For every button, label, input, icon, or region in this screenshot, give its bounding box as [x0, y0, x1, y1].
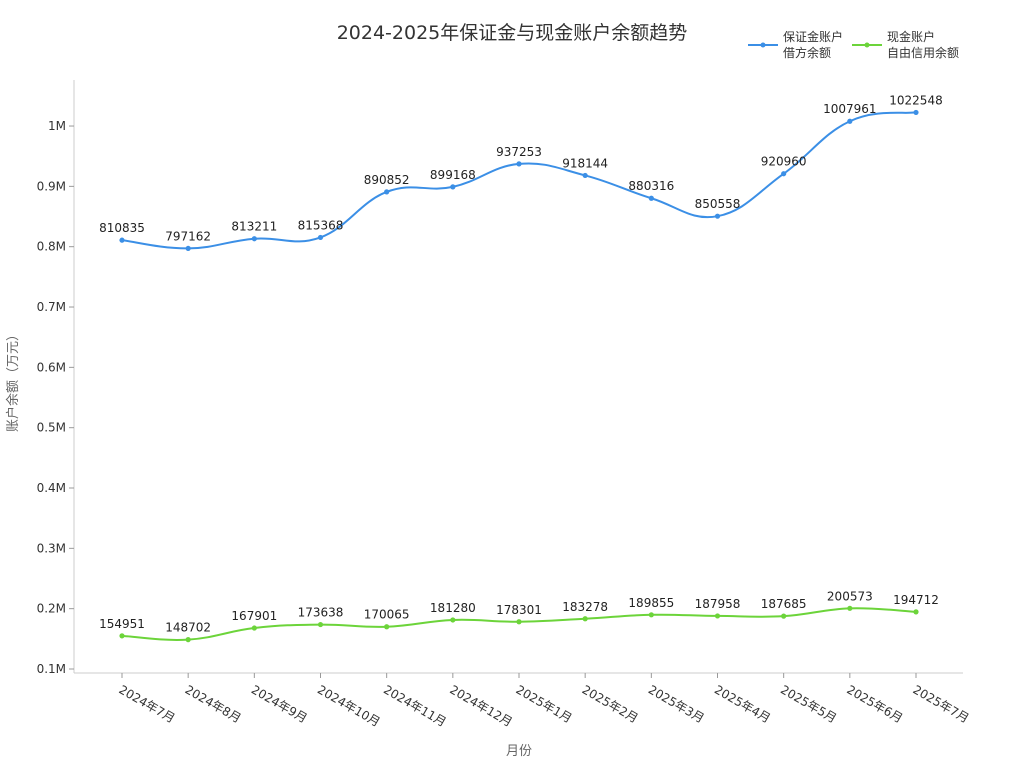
series-1: 154951 148702 167901 173638 170065 181280 1783…	[99, 589, 939, 643]
data-label: 148702	[165, 621, 211, 635]
data-point[interactable]	[450, 617, 456, 623]
data-label: 187958	[695, 597, 741, 611]
data-label: 170065	[364, 608, 410, 622]
data-label: 200573	[827, 589, 873, 603]
y-tick-label: 0.2M	[37, 602, 66, 616]
data-label: 167901	[231, 609, 277, 623]
data-point[interactable]	[119, 633, 125, 639]
data-point[interactable]	[582, 172, 588, 179]
data-label: 1007961	[823, 102, 876, 116]
y-tick-label: 0.3M	[37, 541, 66, 555]
y-axis-label: 账户余额（万元）	[5, 328, 21, 432]
legend-label: 保证金账户	[783, 29, 843, 44]
legend-marker	[864, 42, 870, 48]
y-tick-label: 0.4M	[37, 481, 66, 495]
x-tick-label: 2024年11月	[381, 682, 448, 729]
data-point[interactable]	[648, 612, 654, 618]
data-point[interactable]	[714, 613, 721, 619]
data-point[interactable]	[450, 184, 456, 190]
x-tick-label: 2025年1月	[514, 682, 575, 725]
legend-marker	[760, 42, 766, 48]
data-label: 194712	[893, 593, 939, 607]
x-tick-label: 2024年10月	[315, 682, 382, 729]
data-label: 810835	[99, 221, 145, 235]
data-point[interactable]	[384, 189, 390, 195]
legend-label: 借方余额	[783, 45, 831, 60]
data-label: 920960	[761, 155, 807, 169]
y-tick-label: 1M	[48, 119, 66, 133]
data-label: 813211	[231, 220, 277, 234]
data-point[interactable]	[582, 616, 588, 622]
y-tick-label: 0.9M	[37, 179, 66, 193]
data-point[interactable]	[384, 624, 390, 630]
data-label: 918144	[562, 156, 608, 170]
x-tick-label: 2024年12月	[447, 682, 514, 729]
legend-label: 自由信用余额	[887, 45, 959, 60]
data-label: 154951	[99, 617, 145, 631]
data-label: 1022548	[889, 93, 942, 107]
y-tick-label: 0.7M	[37, 300, 66, 314]
data-label: 183278	[562, 600, 608, 614]
data-point[interactable]	[913, 109, 919, 116]
x-tick-label: 2024年7月	[117, 682, 178, 725]
data-label: 187685	[761, 597, 807, 611]
data-label: 850558	[695, 197, 741, 211]
data-label: 797162	[165, 229, 211, 243]
x-tick-label: 2025年4月	[712, 682, 773, 725]
x-tick-label: 2025年3月	[646, 682, 707, 725]
series-0: 810835 797162 813211 815368 890852 899168 9372…	[99, 93, 943, 252]
data-label: 178301	[496, 603, 542, 617]
data-point[interactable]	[185, 637, 191, 643]
data-label: 890852	[364, 173, 410, 187]
data-label: 899168	[430, 168, 476, 182]
data-point[interactable]	[317, 234, 324, 241]
data-point[interactable]	[119, 237, 125, 243]
legend-label: 现金账户	[887, 29, 935, 44]
data-point[interactable]	[714, 213, 721, 219]
data-point[interactable]	[648, 195, 654, 201]
data-label: 937253	[496, 145, 542, 159]
x-tick-label: 2025年5月	[778, 682, 839, 725]
data-point[interactable]	[847, 118, 853, 124]
y-tick-label: 0.8M	[37, 240, 66, 254]
data-point[interactable]	[185, 245, 191, 252]
data-label: 173638	[298, 606, 344, 620]
data-point[interactable]	[317, 621, 324, 628]
y-tick-label: 0.5M	[37, 421, 66, 435]
data-point[interactable]	[781, 613, 787, 619]
data-point[interactable]	[516, 161, 522, 167]
x-tick-label: 2025年2月	[580, 682, 641, 725]
data-point[interactable]	[847, 605, 853, 611]
x-tick-label: 2025年6月	[844, 682, 905, 725]
chart-title: 2024-2025年保证金与现金账户余额趋势	[337, 22, 688, 44]
data-label: 815368	[298, 218, 344, 232]
x-tick-label: 2024年9月	[249, 682, 310, 725]
data-point[interactable]	[516, 619, 522, 625]
data-label: 189855	[628, 596, 674, 610]
x-tick-label: 2025年7月	[911, 682, 972, 725]
x-tick-label: 2024年8月	[183, 682, 244, 725]
data-point[interactable]	[251, 625, 257, 631]
y-tick-label: 0.1M	[37, 662, 66, 676]
data-point[interactable]	[251, 236, 257, 242]
y-tick-label: 0.6M	[37, 360, 66, 374]
x-axis-label: 月份	[506, 744, 532, 759]
data-point[interactable]	[913, 609, 919, 615]
data-label: 880316	[628, 179, 674, 193]
data-label: 181280	[430, 601, 476, 615]
data-point[interactable]	[781, 171, 787, 177]
